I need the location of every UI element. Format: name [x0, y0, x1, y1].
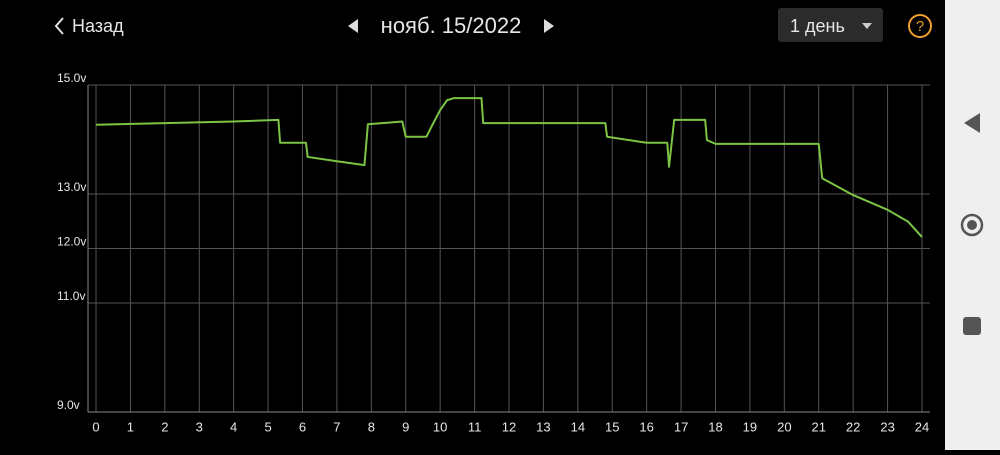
y-tick-label: 11.0v: [57, 289, 85, 303]
x-tick-label: 1: [127, 419, 134, 434]
back-button[interactable]: Назад: [72, 16, 124, 36]
x-tick-label: 12: [502, 419, 516, 434]
help-icon: ?: [916, 18, 924, 35]
prev-day[interactable]: [348, 19, 358, 33]
nav-back[interactable]: [964, 113, 980, 133]
x-tick-label: 3: [196, 419, 203, 434]
app-background: [0, 0, 945, 450]
dropdown-arrow: [862, 23, 872, 29]
x-tick-label: 17: [674, 419, 688, 434]
x-tick-label: 7: [333, 419, 340, 434]
x-tick-label: 6: [299, 419, 306, 434]
back-arrow[interactable]: [54, 17, 64, 35]
x-tick-label: 21: [812, 419, 826, 434]
x-tick-label: 19: [743, 419, 757, 434]
x-tick-label: 5: [264, 419, 271, 434]
nav-home[interactable]: [960, 213, 984, 237]
y-tick-label: 9.0v: [57, 398, 80, 412]
y-tick-label: 15.0v: [57, 71, 86, 85]
help-button[interactable]: [908, 14, 932, 38]
x-tick-label: 20: [777, 419, 791, 434]
x-tick-label: 22: [846, 419, 860, 434]
period-label: 1 день: [790, 16, 845, 36]
x-tick-label: 0: [92, 419, 99, 434]
nav-recent[interactable]: [963, 317, 981, 335]
nav-home-dot: [967, 220, 977, 230]
y-tick-label: 13.0v: [57, 180, 86, 194]
x-tick-label: 9: [402, 419, 409, 434]
x-tick-label: 15: [605, 419, 619, 434]
x-tick-label: 4: [230, 419, 237, 434]
x-tick-label: 8: [368, 419, 375, 434]
x-tick-label: 13: [536, 419, 550, 434]
voltage-line: [95, 97, 923, 238]
next-day[interactable]: [544, 19, 554, 33]
x-tick-label: 23: [880, 419, 894, 434]
y-tick-label: 12.0v: [57, 235, 86, 249]
date-title: нояб. 15/2022: [381, 13, 522, 38]
period-dropdown[interactable]: [778, 8, 883, 42]
x-tick-label: 24: [915, 419, 929, 434]
x-tick-label: 11: [468, 419, 482, 434]
x-tick-label: 16: [639, 419, 653, 434]
x-tick-label: 14: [571, 419, 585, 434]
x-tick-label: 2: [161, 419, 168, 434]
x-tick-label: 18: [708, 419, 722, 434]
x-tick-label: 10: [433, 419, 447, 434]
